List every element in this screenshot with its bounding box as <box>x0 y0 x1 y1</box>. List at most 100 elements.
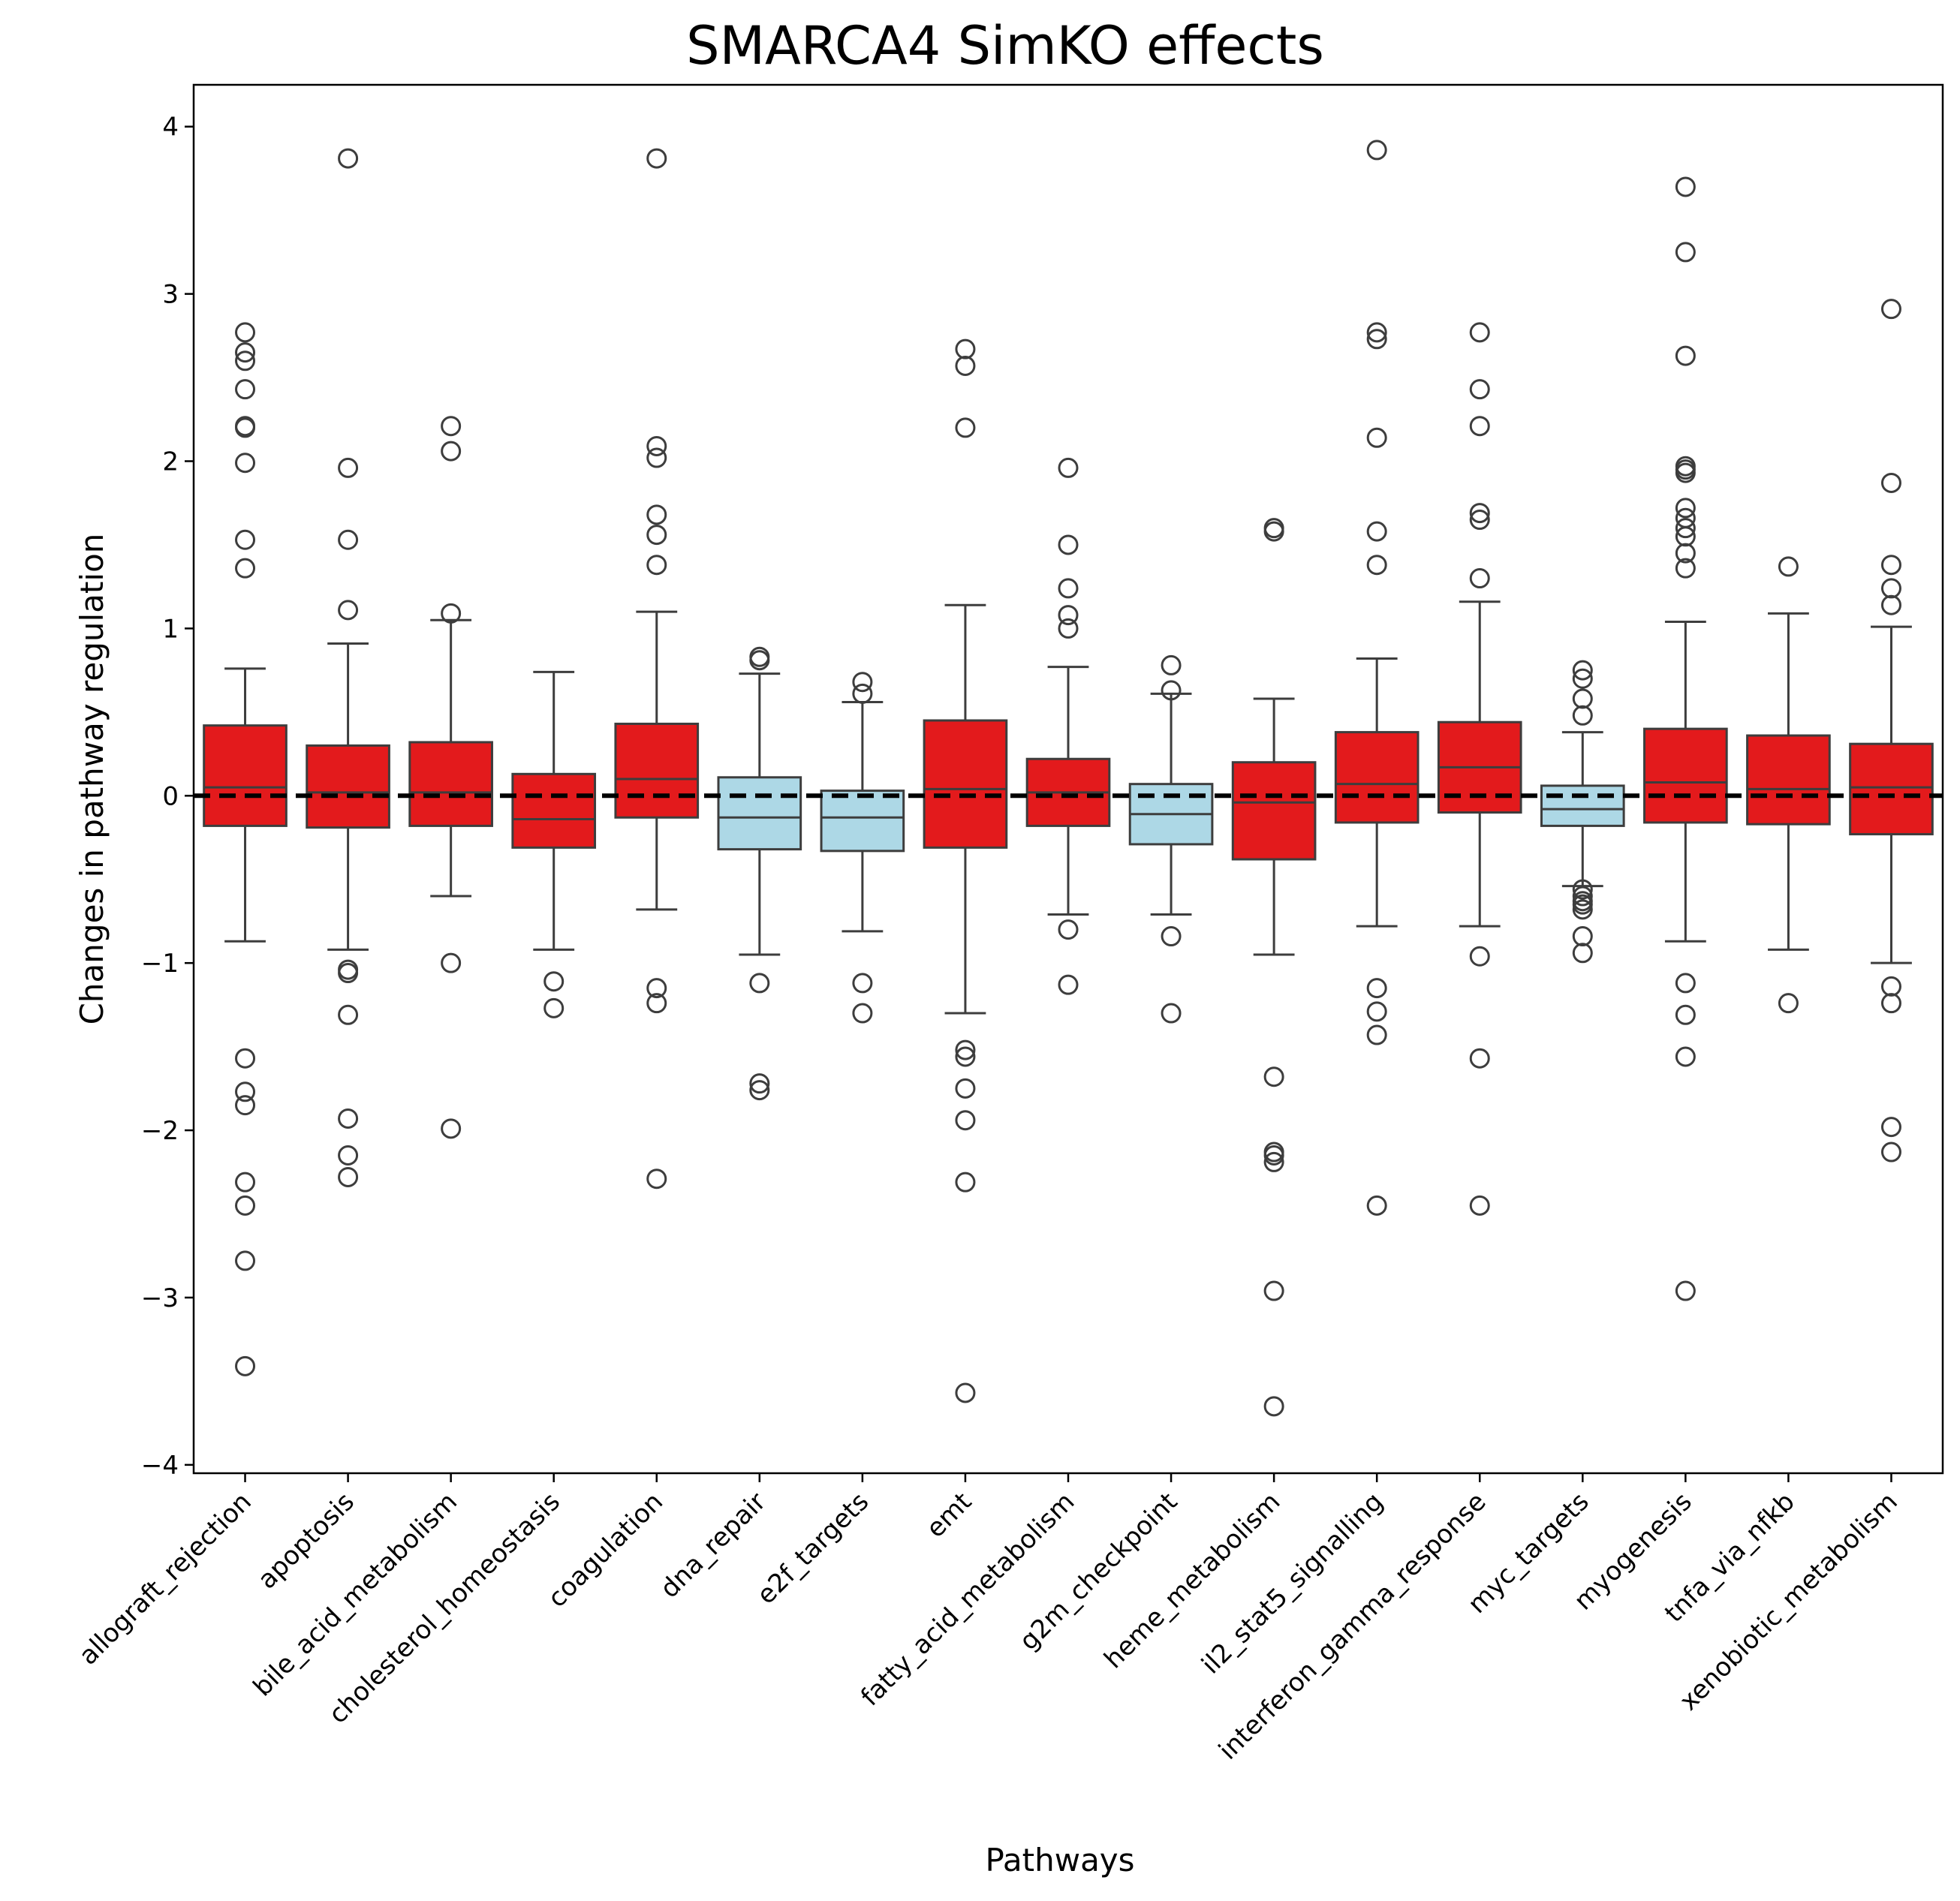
outlier-point <box>1675 176 1696 197</box>
y-tick-label: 3 <box>162 280 179 310</box>
outlier-point <box>441 952 462 973</box>
outlier-point <box>749 650 770 671</box>
outlier-point <box>749 1073 770 1094</box>
outlier-point <box>1778 993 1799 1014</box>
outlier-point <box>955 355 976 376</box>
outlier-point <box>1058 919 1079 940</box>
outlier-point <box>1366 1195 1387 1216</box>
box-dna_repair <box>717 776 802 851</box>
outlier-point <box>1880 299 1901 320</box>
outlier-point <box>235 453 256 474</box>
y-tick-label: 0 <box>162 781 179 811</box>
outlier-point <box>338 1145 359 1166</box>
outlier-point <box>1675 1046 1696 1067</box>
outlier-point <box>749 1080 770 1101</box>
x-axis-label: Pathways <box>985 1842 1134 1878</box>
outlier-point <box>1366 521 1387 542</box>
outlier-point <box>1366 427 1387 448</box>
outlier-point <box>441 1118 462 1139</box>
y-tick-label: −4 <box>141 1451 179 1481</box>
outlier-point <box>1778 556 1799 577</box>
outlier-point <box>749 973 770 994</box>
outlier-point <box>543 971 565 992</box>
outlier-point <box>1675 558 1696 579</box>
outlier-point <box>1675 543 1696 564</box>
outlier-point <box>1675 526 1696 547</box>
outlier-point <box>1469 416 1490 437</box>
outlier-point <box>235 1095 256 1116</box>
outlier-point <box>235 1355 256 1376</box>
outlier-point <box>1572 705 1593 726</box>
outlier-point <box>1263 521 1284 542</box>
outlier-point <box>235 350 256 371</box>
outlier-point <box>235 529 256 550</box>
outlier-point <box>1675 1004 1696 1025</box>
outlier-point <box>235 558 256 579</box>
box-myc_targets <box>1540 784 1625 827</box>
outlier-point <box>1161 680 1182 701</box>
outlier-point <box>1469 503 1490 524</box>
box-coagulation <box>614 722 700 819</box>
outlier-point <box>1469 1048 1490 1069</box>
outlier-point <box>955 417 976 438</box>
outlier-point <box>646 525 667 546</box>
box-tnfa_via_nfkb <box>1746 734 1831 826</box>
outlier-point <box>955 1039 976 1060</box>
box-il2_stat5_signalling <box>1334 731 1420 824</box>
outlier-point <box>338 1166 359 1187</box>
box-bile_acid_metabolism <box>408 741 493 827</box>
outlier-point <box>1366 140 1387 161</box>
outlier-point <box>441 416 462 437</box>
outlier-point <box>1058 578 1079 599</box>
outlier-point <box>1572 926 1593 947</box>
outlier-point <box>955 1172 976 1193</box>
outlier-point <box>852 1003 873 1024</box>
outlier-point <box>1366 1001 1387 1022</box>
outlier-point <box>852 683 873 704</box>
outlier-point <box>441 603 462 624</box>
outlier-point <box>1880 1117 1901 1138</box>
y-tick-label: −2 <box>141 1116 179 1146</box>
y-tick-label: −3 <box>141 1283 179 1313</box>
outlier-point <box>1675 518 1696 539</box>
outlier-point <box>1675 973 1696 994</box>
outlier-point <box>1161 926 1182 947</box>
outlier-point <box>338 600 359 621</box>
outlier-point <box>1675 1280 1696 1301</box>
box-e2f_targets <box>820 790 905 853</box>
outlier-point <box>1572 660 1593 681</box>
outlier-point <box>1058 618 1079 639</box>
outlier-point <box>1058 605 1079 626</box>
outlier-point <box>955 1046 976 1067</box>
outlier-point <box>1880 578 1901 599</box>
outlier-point <box>1880 472 1901 493</box>
outlier-point <box>1469 1195 1490 1216</box>
outlier-point <box>1880 1142 1901 1163</box>
outlier-point <box>955 338 976 359</box>
outlier-point <box>1572 943 1593 964</box>
outlier-point <box>1366 1024 1387 1045</box>
outlier-point <box>646 447 667 468</box>
outlier-point <box>235 1250 256 1271</box>
outlier-point <box>1675 345 1696 366</box>
outlier-point <box>338 529 359 550</box>
outlier-point <box>338 457 359 478</box>
outlier-point <box>1263 1280 1284 1301</box>
outlier-point <box>1675 242 1696 263</box>
outlier-point <box>1058 974 1079 995</box>
outlier-point <box>1880 993 1901 1014</box>
outlier-point <box>1058 534 1079 555</box>
outlier-point <box>235 1081 256 1102</box>
outlier-point <box>646 148 667 169</box>
outlier-point <box>1572 894 1593 915</box>
outlier-point <box>338 1004 359 1025</box>
outlier-point <box>646 504 667 525</box>
outlier-point <box>235 1048 256 1069</box>
outlier-point <box>1572 668 1593 689</box>
outlier-point <box>1572 879 1593 900</box>
y-tick-label: 1 <box>162 614 179 644</box>
box-allograft_rejection <box>203 724 288 827</box>
outlier-point <box>646 993 667 1014</box>
